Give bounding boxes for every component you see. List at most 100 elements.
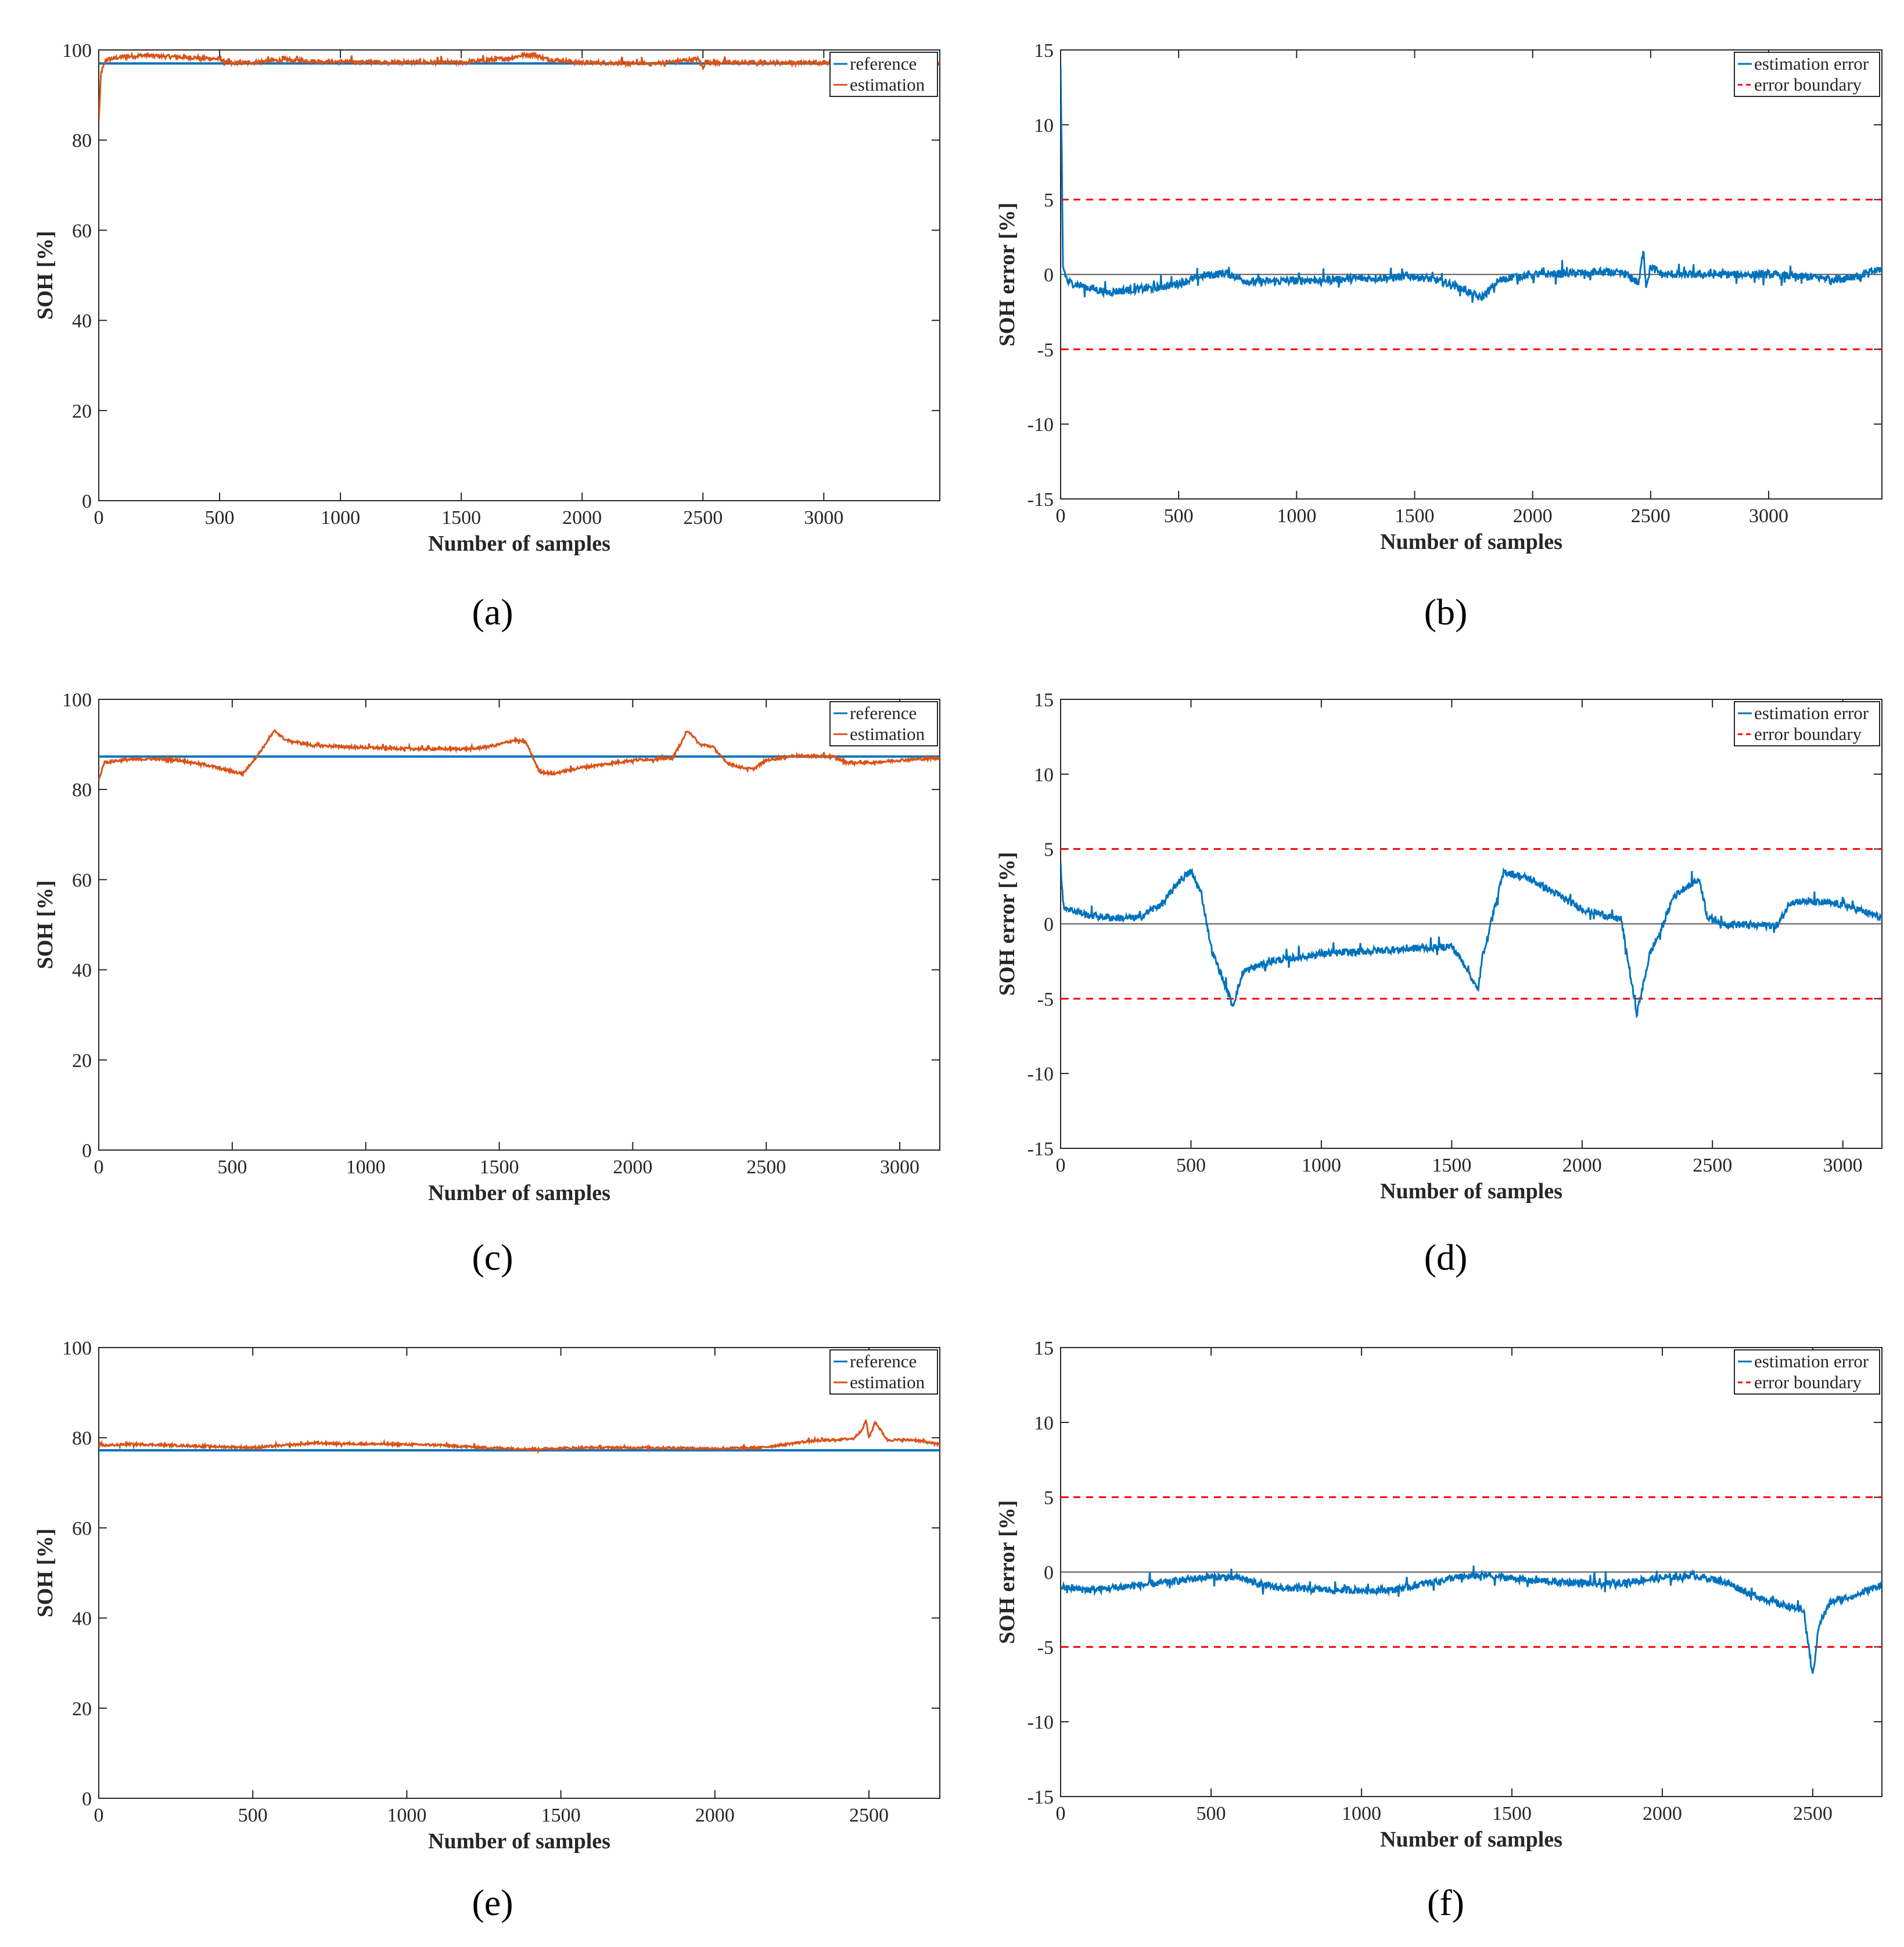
y-tick-label: 100 xyxy=(62,1338,92,1359)
y-tick-label: 60 xyxy=(72,870,92,891)
x-tick-label: 500 xyxy=(1164,505,1194,527)
panel-f: 0 500 1000 1500 2000 2500 -15 -10 -5 0 5 10 15 Number… xyxy=(995,1338,1883,1923)
y-tick-label: -15 xyxy=(1028,1787,1054,1808)
x-axis-label: Number of samples xyxy=(428,531,610,556)
x-axis-label: Number of samples xyxy=(1380,1179,1562,1204)
legend-label: estimation error xyxy=(1754,1351,1869,1371)
y-tick-label: 80 xyxy=(72,130,92,152)
x-tick-label: 0 xyxy=(1056,1803,1066,1824)
y-tick-label: 0 xyxy=(1044,265,1054,286)
y-tick-label: 60 xyxy=(72,220,92,242)
panel-c: 0 500 1000 1500 2000 2500 3000 0 20 40 60 80 100 Numb… xyxy=(33,689,940,1278)
x-tick-label: 1500 xyxy=(480,1156,519,1178)
x-tick-label: 500 xyxy=(1196,1803,1226,1824)
y-tick-label: 5 xyxy=(1044,190,1054,211)
y-tick-label: -5 xyxy=(1037,1637,1054,1658)
legend-label: estimation xyxy=(850,74,925,95)
legend-label: reference xyxy=(850,53,917,74)
x-tick-label: 0 xyxy=(94,1156,104,1178)
legend-box xyxy=(829,52,938,97)
x-tick-label: 1500 xyxy=(541,1805,581,1826)
series-line-estimation xyxy=(99,728,940,781)
y-axis-label: SOH [%] xyxy=(33,880,58,969)
series-line-estimation-error xyxy=(1061,1565,1882,1674)
panel-e: 0 500 1000 1500 2000 2500 0 20 40 60 80 100 Number o… xyxy=(33,1338,940,1923)
y-tick-label: 10 xyxy=(1034,115,1054,136)
y-tick-label: 80 xyxy=(72,779,92,801)
y-tick-label: -10 xyxy=(1028,1712,1054,1733)
panel-d-label: (d) xyxy=(1424,1237,1468,1278)
panel-a: 0 500 1000 1500 2000 2500 3000 0 20 40 60 80 100 Numb… xyxy=(33,40,940,633)
legend-label: error boundary xyxy=(1754,74,1862,95)
legend-box xyxy=(829,1349,938,1395)
y-tick-label: 20 xyxy=(72,1698,92,1720)
x-axis-label: Number of samples xyxy=(1380,1827,1562,1852)
y-axis-label: SOH [%] xyxy=(33,1528,58,1617)
y-tick-label: 5 xyxy=(1044,839,1054,861)
y-tick-label: 40 xyxy=(72,311,92,332)
x-tick-label: 2000 xyxy=(695,1805,735,1826)
series-line-estimation-error xyxy=(1061,863,1882,1019)
y-tick-label: -15 xyxy=(1028,1138,1054,1160)
legend-label: estimation error xyxy=(1754,703,1869,723)
x-tick-label: 2500 xyxy=(746,1156,786,1178)
x-tick-label: 500 xyxy=(205,507,235,529)
panel-b: 0 500 1000 1500 2000 2500 3000 -15 -10 -5 0 5 10 15 Nu… xyxy=(995,40,1883,633)
panel-d: 0 500 1000 1500 2000 2500 3000 -15 -10 -5 0 5 10 15 Nu… xyxy=(995,689,1883,1278)
x-tick-label: 1000 xyxy=(1302,1155,1341,1176)
x-tick-label: 1500 xyxy=(1432,1155,1471,1176)
y-axis-label: SOH [%] xyxy=(33,231,58,319)
legend-label: error boundary xyxy=(1754,724,1862,744)
legend-box xyxy=(829,701,938,746)
x-tick-label: 2500 xyxy=(1793,1803,1833,1824)
y-tick-label: -15 xyxy=(1028,489,1054,511)
y-tick-label: 20 xyxy=(72,1050,92,1072)
y-tick-label: 5 xyxy=(1044,1488,1054,1509)
x-tick-label: 1000 xyxy=(387,1805,426,1826)
y-tick-label: 80 xyxy=(72,1428,92,1449)
series-line-estimation-error xyxy=(1061,66,1882,303)
x-tick-label: 1000 xyxy=(1277,505,1316,527)
y-tick-label: 0 xyxy=(1044,914,1054,936)
x-tick-label: 0 xyxy=(1056,505,1066,527)
x-tick-label: 2000 xyxy=(1643,1803,1682,1824)
x-tick-label: 2500 xyxy=(1693,1155,1732,1176)
x-tick-label: 1000 xyxy=(1342,1803,1381,1824)
x-tick-label: 500 xyxy=(238,1805,268,1826)
y-tick-label: 40 xyxy=(72,1608,92,1630)
x-axis-label: Number of samples xyxy=(428,1181,610,1205)
x-axis-label: Number of samples xyxy=(428,1829,610,1853)
legend-label: error boundary xyxy=(1754,1372,1862,1392)
legend-label: reference xyxy=(850,1351,917,1371)
series-line-estimation xyxy=(99,1418,940,1455)
y-tick-label: 15 xyxy=(1034,689,1054,711)
panel-f-label: (f) xyxy=(1427,1882,1464,1923)
y-tick-label: -10 xyxy=(1028,1064,1054,1085)
y-tick-label: 100 xyxy=(62,689,92,711)
x-tick-label: 2500 xyxy=(849,1805,889,1826)
y-tick-label: 15 xyxy=(1034,40,1054,62)
x-tick-label: 2000 xyxy=(1513,505,1553,527)
x-tick-label: 0 xyxy=(94,507,104,529)
y-axis-label: SOH error [%] xyxy=(995,1500,1019,1644)
x-tick-label: 1500 xyxy=(1492,1803,1532,1824)
y-tick-label: 0 xyxy=(82,1788,92,1810)
x-tick-label: 3000 xyxy=(1749,505,1788,527)
x-axis-label: Number of samples xyxy=(1380,530,1562,554)
panel-a-label: (a) xyxy=(472,591,513,633)
legend-label: estimation xyxy=(850,724,925,744)
panel-e-label: (e) xyxy=(472,1882,513,1923)
y-tick-label: 40 xyxy=(72,960,92,982)
y-tick-label: 15 xyxy=(1034,1338,1054,1359)
plot-area xyxy=(98,1347,940,1799)
y-tick-label: -10 xyxy=(1028,414,1054,436)
y-tick-label: 10 xyxy=(1034,764,1054,786)
legend-label: estimation error xyxy=(1754,53,1869,74)
plot-area xyxy=(98,699,940,1151)
x-tick-label: 2500 xyxy=(1631,505,1671,527)
